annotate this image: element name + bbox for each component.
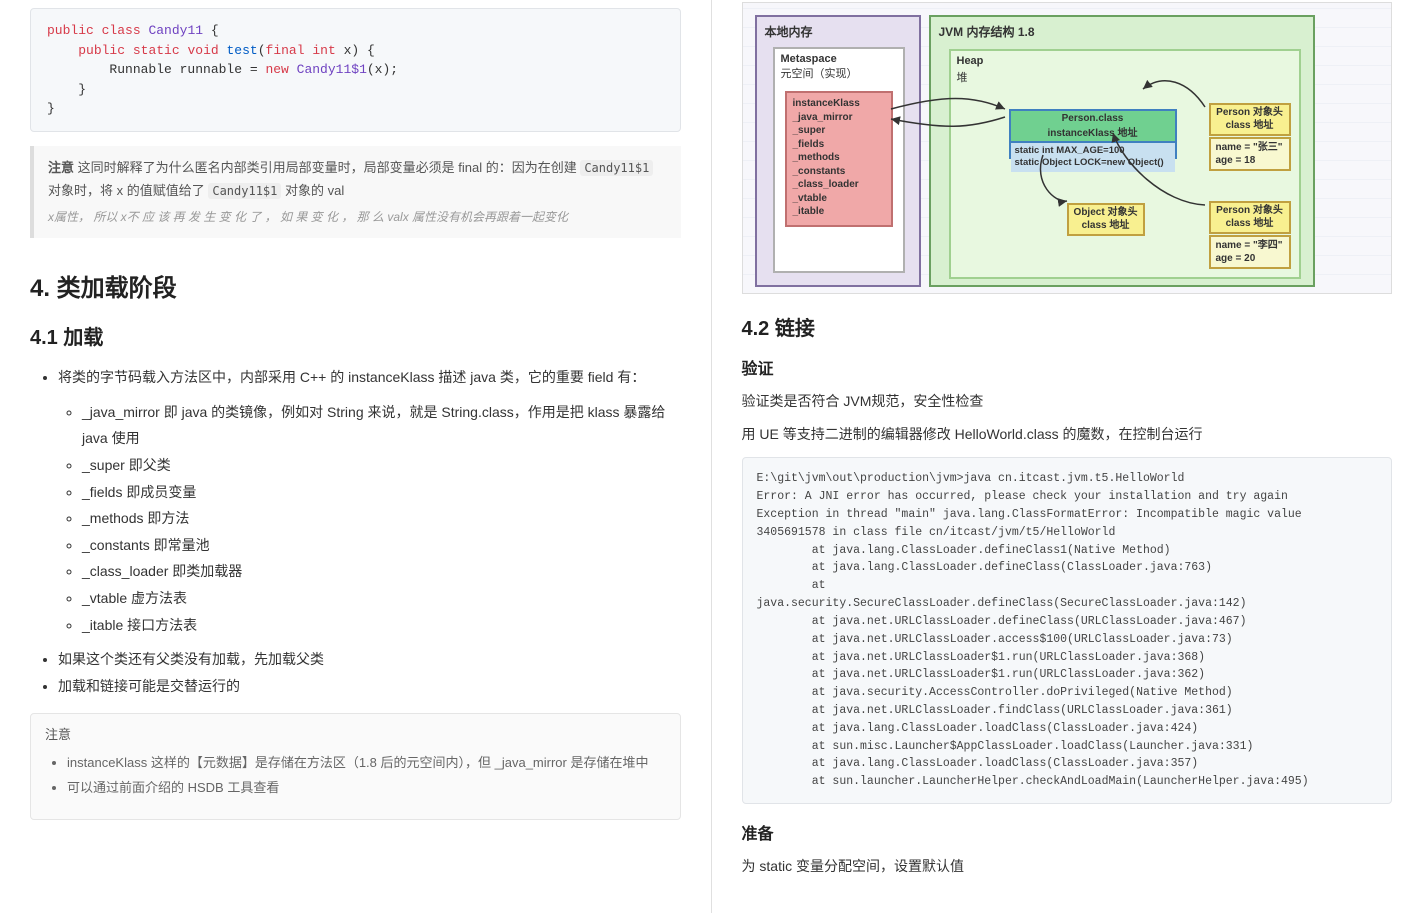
code-text: } — [47, 82, 86, 97]
mono-text: Candy11$1 — [580, 160, 653, 176]
jvm-title: JVM 内存结构 1.8 — [939, 23, 1035, 40]
list-item: 可以通过前面介绍的 HSDB 工具查看 — [67, 776, 666, 801]
person2-body: name = "李四" age = 20 — [1209, 235, 1291, 269]
note-text: 对象的 val — [281, 183, 344, 198]
list-item: _fields 即成员变量 — [82, 479, 681, 506]
person-static-2: static Object LOCK=new Object() — [1015, 157, 1171, 169]
person1-header: Person 对象头 class 地址 — [1209, 103, 1291, 136]
jvm-memory-box: JVM 内存结构 1.8 Heap 堆 Person.class instanc… — [929, 15, 1315, 287]
heading-prepare: 准备 — [742, 820, 1393, 844]
heading-verify: 验证 — [742, 355, 1393, 379]
person-class-line2: instanceKlass 地址 — [1015, 124, 1171, 139]
kw: final — [266, 43, 305, 58]
metaspace-sub: 元空间（实现） — [781, 65, 897, 81]
kw: class — [102, 23, 141, 38]
type: Candy11 — [148, 23, 203, 38]
note-list: instanceKlass 这样的【元数据】是存储在方法区（1.8 后的元空间内… — [45, 751, 666, 800]
code-text: x) { — [336, 43, 375, 58]
kw: public — [78, 43, 125, 58]
fields-list: _java_mirror 即 java 的类镜像，例如对 String 来说，就… — [58, 399, 681, 638]
code-text: } — [47, 101, 55, 116]
code-text: (x); — [367, 62, 398, 77]
list-text: 将类的字节码载入方法区中，内部采用 C++ 的 instanceKlass 描述… — [58, 369, 645, 385]
code-block-candy11: public class Candy11 { public static voi… — [30, 8, 681, 132]
code-text: { — [203, 23, 219, 38]
kw: void — [187, 43, 218, 58]
ik-line: _super — [793, 124, 885, 138]
kw: static — [133, 43, 180, 58]
object-header: Object 对象头 class 地址 — [1067, 203, 1145, 236]
ik-line: _fields — [793, 138, 885, 152]
ik-line: instanceKlass — [793, 97, 885, 111]
list-item: _itable 接口方法表 — [82, 612, 681, 639]
ik-line: _class_loader — [793, 178, 885, 192]
type: Candy11$1 — [297, 62, 367, 77]
heap-box: Heap 堆 Person.class instanceKlass 地址 sta… — [949, 49, 1301, 279]
fn: test — [227, 43, 258, 58]
local-memory-title: 本地内存 — [765, 23, 813, 40]
person2-header: Person 对象头 class 地址 — [1209, 201, 1291, 234]
left-column: public class Candy11 { public static voi… — [0, 0, 712, 913]
heading-4-2: 4.2 链接 — [742, 312, 1393, 341]
note-text: 这同时解释了为什么匿名内部类引用局部变量时，局部变量必须是 final 的：因为… — [74, 160, 580, 175]
list-item: 加载和链接可能是交替运行的 — [58, 673, 681, 700]
page-wrap: public class Candy11 { public static voi… — [0, 0, 1422, 913]
terminal-output: E:\git\jvm\out\production\jvm>java cn.it… — [742, 457, 1393, 804]
ik-line: _vtable — [793, 192, 885, 206]
ik-line: _constants — [793, 165, 885, 179]
note-label: 注意 — [48, 160, 74, 175]
list-item: _class_loader 即类加载器 — [82, 558, 681, 585]
metaspace-box: Metaspace 元空间（实现） instanceKlass _java_mi… — [773, 47, 905, 273]
person1-body: name = "张三" age = 18 — [1209, 137, 1291, 171]
ik-line: _itable — [793, 205, 885, 219]
heap-title: Heap — [957, 55, 984, 67]
list-item: _super 即父类 — [82, 452, 681, 479]
list-item: _constants 即常量池 — [82, 532, 681, 559]
note-quote: 注意 这同时解释了为什么匿名内部类引用局部变量时，局部变量必须是 final 的… — [30, 146, 681, 239]
person-static-1: static int MAX_AGE=100 — [1015, 145, 1171, 157]
kw: int — [312, 43, 335, 58]
list-item: _vtable 虚方法表 — [82, 585, 681, 612]
ik-line: _java_mirror — [793, 111, 885, 125]
note-title: 注意 — [45, 724, 666, 743]
ik-line: _methods — [793, 151, 885, 165]
person-class-box: Person.class instanceKlass 地址 static int… — [1009, 109, 1177, 159]
verify-desc2: 用 UE 等支持二进制的编辑器修改 HelloWorld.class 的魔数，在… — [742, 422, 1393, 447]
list-item: _methods 即方法 — [82, 505, 681, 532]
prepare-desc: 为 static 变量分配空间，设置默认值 — [742, 854, 1393, 879]
heap-sub: 堆 — [957, 69, 968, 85]
instanceklass-box: instanceKlass _java_mirror _super _field… — [785, 91, 893, 227]
verify-desc: 验证类是否符合 JVM规范，安全性检查 — [742, 389, 1393, 414]
note-rest: x 属性没有机会再跟着一起变化 — [403, 210, 568, 224]
note-italic: x属性， 所以 x不 应 该 再 发 生 变 化 了 ， 如 果 变 化 ， 那… — [48, 210, 403, 224]
kw: public — [47, 23, 94, 38]
list-item: _java_mirror 即 java 的类镜像，例如对 String 来说，就… — [82, 399, 681, 452]
list-item: instanceKlass 这样的【元数据】是存储在方法区（1.8 后的元空间内… — [67, 751, 666, 776]
jvm-memory-diagram: 本地内存 Metaspace 元空间（实现） instanceKlass _ja… — [742, 2, 1393, 294]
note-box: 注意 instanceKlass 这样的【元数据】是存储在方法区（1.8 后的元… — [30, 713, 681, 819]
code-text: ( — [258, 43, 266, 58]
mono-text: Candy11$1 — [208, 183, 281, 199]
person-class-line1: Person.class — [1015, 113, 1171, 124]
list-item: 如果这个类还有父类没有加载，先加载父类 — [58, 646, 681, 673]
heading-4-1: 4.1 加载 — [30, 321, 681, 350]
metaspace-title: Metaspace — [781, 53, 897, 65]
code-text: Runnable runnable = — [47, 62, 265, 77]
right-column: 本地内存 Metaspace 元空间（实现） instanceKlass _ja… — [712, 0, 1422, 913]
note-text: 对象时，将 x 的值赋值给了 — [48, 183, 208, 198]
heading-section-4: 4. 类加载阶段 — [30, 268, 681, 303]
top-list: 将类的字节码载入方法区中，内部采用 C++ 的 instanceKlass 描述… — [30, 364, 681, 699]
code-text — [289, 62, 297, 77]
list-item: 将类的字节码载入方法区中，内部采用 C++ 的 instanceKlass 描述… — [58, 364, 681, 638]
kw: new — [265, 62, 288, 77]
